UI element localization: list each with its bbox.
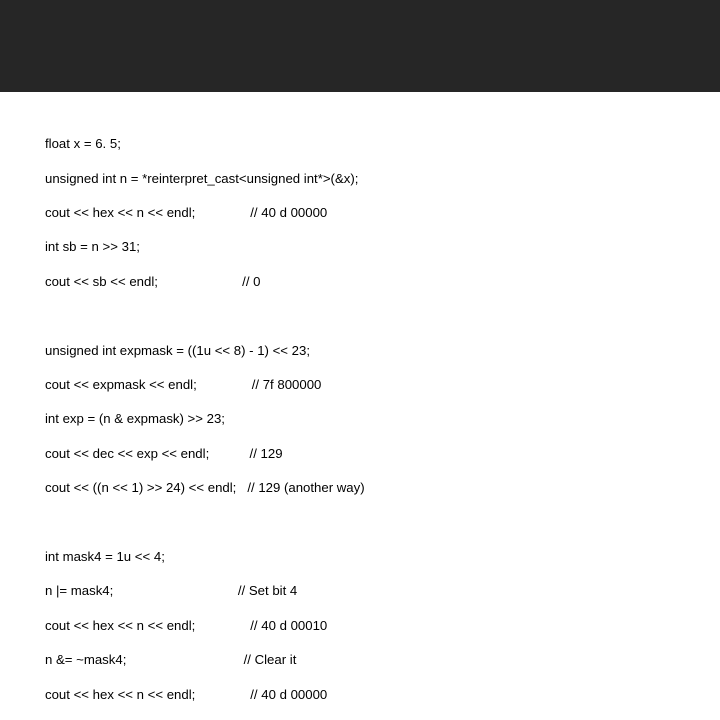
code-line: cout << expmask << endl; // 7f 800000	[45, 376, 365, 393]
code-block: float x = 6. 5; unsigned int n = *reinte…	[45, 118, 365, 720]
code-line: cout << ((n << 1) >> 24) << endl; // 129…	[45, 479, 365, 496]
blank-line	[45, 514, 365, 531]
slide-topbar	[0, 0, 720, 92]
code-line: int mask4 = 1u << 4;	[45, 548, 365, 565]
code-line: cout << hex << n << endl; // 40 d 00010	[45, 617, 365, 634]
blank-line	[45, 307, 365, 324]
code-line: cout << dec << exp << endl; // 129	[45, 445, 365, 462]
code-line: cout << sb << endl; // 0	[45, 273, 365, 290]
code-line: n &= ~mask4; // Clear it	[45, 651, 365, 668]
code-line: unsigned int expmask = ((1u << 8) - 1) <…	[45, 342, 365, 359]
code-line: n |= mask4; // Set bit 4	[45, 582, 365, 599]
code-line: int sb = n >> 31;	[45, 238, 365, 255]
code-line: cout << hex << n << endl; // 40 d 00000	[45, 204, 365, 221]
code-line: int exp = (n & expmask) >> 23;	[45, 410, 365, 427]
code-line: unsigned int n = *reinterpret_cast<unsig…	[45, 170, 365, 187]
code-line: cout << hex << n << endl; // 40 d 00000	[45, 686, 365, 703]
code-line: float x = 6. 5;	[45, 135, 365, 152]
